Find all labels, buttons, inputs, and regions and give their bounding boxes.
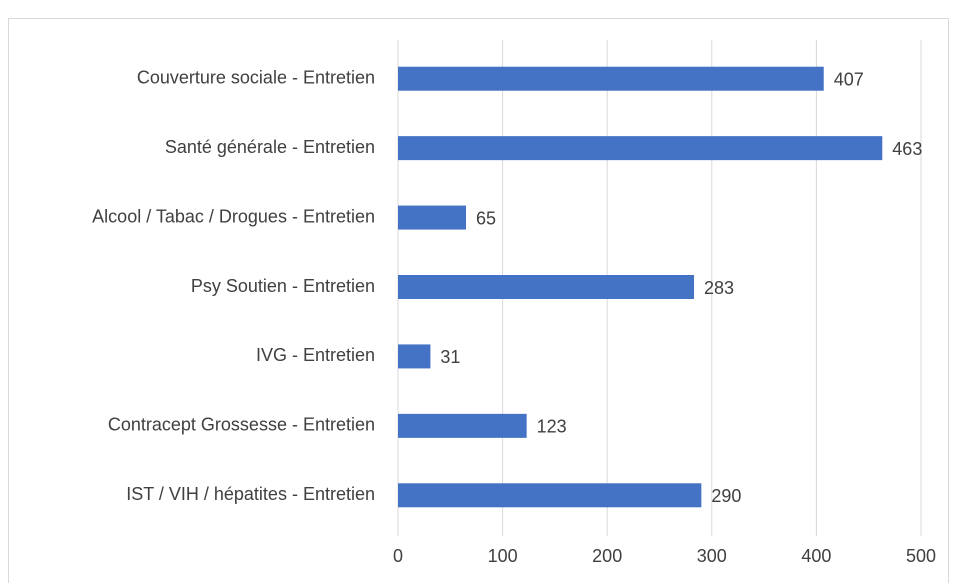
data-label: 123 [537, 417, 567, 437]
bar [398, 483, 702, 508]
data-label: 283 [704, 278, 734, 298]
y-tick-label: IST / VIH / hépatites - Entretien [126, 484, 375, 504]
chart-frame [8, 18, 949, 583]
y-tick-label: Contracept Grossesse - Entretien [108, 415, 375, 435]
data-label: 463 [892, 139, 922, 159]
x-tick-label: 400 [801, 546, 831, 566]
x-tick-label: 300 [697, 546, 727, 566]
data-label: 65 [476, 208, 496, 228]
y-tick-label: Santé générale - Entretien [165, 137, 375, 157]
x-tick-label: 500 [906, 546, 936, 566]
data-label: 407 [834, 69, 864, 89]
data-label: 290 [711, 486, 741, 506]
x-tick-label: 200 [592, 546, 622, 566]
bar [398, 136, 883, 161]
data-label: 31 [440, 347, 460, 367]
y-tick-label: Alcool / Tabac / Drogues - Entretien [92, 206, 375, 226]
y-tick-label: IVG - Entretien [256, 345, 375, 365]
y-tick-label: Couverture sociale - Entretien [137, 67, 375, 87]
x-tick-label: 100 [488, 546, 518, 566]
bar [398, 275, 695, 299]
x-tick-label: 0 [393, 546, 403, 566]
bar [398, 344, 431, 369]
y-tick-label: Psy Soutien - Entretien [191, 276, 375, 296]
bar [398, 66, 824, 91]
bar [398, 413, 527, 438]
bar [398, 205, 466, 230]
